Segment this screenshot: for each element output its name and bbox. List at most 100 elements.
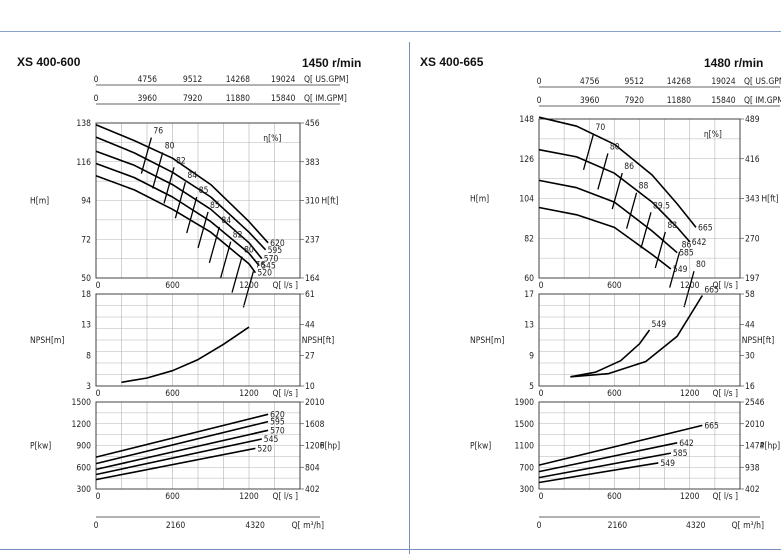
c1-efficiency-label: 70 [596,123,606,133]
c0-efficiency-iso-line [208,226,221,263]
c0-efficiency-label: 82 [233,231,243,241]
c0-power-curve-620 [95,413,269,458]
c0-efficiency-label: 76 [255,260,265,270]
c1-efficiency-iso-line [625,192,638,229]
c0-efficiency-iso-line [197,211,209,249]
c1-power-xunit: Q[ l/s ] [712,492,738,502]
c1-efficiency-iso-line [582,133,595,171]
c1-efficiency-label: 86 [624,162,634,172]
c1-top-axis-unit: Q[ US.GPM] [744,77,781,87]
c0-head-ytick: 138 [76,119,91,129]
c0-npsh-ylabel: NPSH[m] [30,336,64,346]
c0-power-curve-label: 620 [270,410,285,420]
c1-top-axis-tick: 15840 [711,96,735,106]
c1-power-rtick: 1474 [745,442,765,452]
c1-efficiency-label: 80 [610,142,620,152]
c0-top-axis-tick: 0 [94,94,99,104]
c1-efficiency-iso-line [597,153,609,190]
c1-efficiency-iso-line [654,231,666,269]
c0-power-ytick: 1500 [72,398,92,408]
c1-power-curve-label: 585 [673,449,688,459]
c0-efficiency-label: 76 [153,127,163,137]
c1-efficiency-label: 88 [667,221,677,231]
c1-npsh-curve-665 [570,295,703,378]
c0-head-xtick: 0 [96,281,101,291]
c0-top-axis-tick: 14268 [226,75,250,85]
c1-head-eta-label: η[%] [704,130,722,140]
c1-power-xtick: 1200 [680,492,700,502]
c0-npsh-rtick: 10 [305,382,315,392]
c1-head-rtick: 343 [745,195,760,205]
c0-efficiency-iso-line [242,271,255,308]
c0-npsh-xtick: 600 [165,389,180,399]
c1-npsh-ytick: 17 [524,290,534,300]
c1-bottom-axis-tick: 2160 [608,521,628,531]
c1-head-ylabel: H[m] [470,195,489,205]
c1-power-ytick: 300 [519,485,534,495]
c1-npsh-frame [538,293,741,387]
c1-power-ytick: 1900 [515,398,535,408]
c0-power-rtick: 1206 [305,442,325,452]
c0-efficiency-iso-line [231,256,243,293]
c1-top-axis-tick: 3960 [580,96,600,106]
c1-npsh-xtick: 0 [539,389,544,399]
c0-npsh-rtick: 44 [305,321,315,331]
c0-npsh-frame [95,293,301,387]
c0-head-curve-label: 570 [264,255,279,265]
c0-npsh-ytick: 18 [81,290,91,300]
c0-power-rtick: 2010 [305,398,325,408]
c1-npsh-xtick: 600 [607,389,622,399]
c1-npsh-curve-label: 549 [652,320,667,330]
c0-power-ytick: 600 [76,463,91,473]
c1-head-curve-label: 642 [692,238,707,248]
c0-npsh-ytick: 13 [81,321,91,331]
c1-power-curve-665 [538,424,703,466]
c0-bottom-axis-tick: 4320 [245,521,265,531]
c0-power-xunit: Q[ l/s ] [272,492,298,502]
c0-power-rtick: 402 [305,485,320,495]
c0-top-axis-tick: 15840 [271,94,295,104]
c0-power-curve-595 [95,420,269,465]
c0-npsh-xtick: 0 [96,389,101,399]
c0-power-curve-520 [95,447,256,481]
c1-head-curve-label: 665 [698,223,713,233]
c1-head-curve-585 [538,179,678,254]
c0-head-ytick: 72 [81,235,91,245]
model-title-right: XS 400-665 [420,55,484,69]
c0-npsh-rtick: 61 [305,290,315,300]
c0-top-axis-tick: 0 [94,75,99,85]
c1-power-xtick: 0 [539,492,544,502]
top-rule [0,31,781,32]
c0-head-rtick: 237 [305,235,320,245]
c1-efficiency-label: 89.5 [653,201,670,211]
c1-power-curve-label: 549 [660,459,675,469]
c1-power-curve-label: 642 [679,439,694,449]
c1-npsh-rtick: 44 [745,321,755,331]
c0-top-axis-unit: Q[ IM.GPM] [304,94,347,104]
c0-efficiency-iso-line [152,152,164,189]
c0-npsh-ytick: 3 [86,382,91,392]
c1-head-ytick: 126 [519,155,534,165]
c0-top-axis-tick: 9512 [183,75,203,85]
c1-head-curve-label: 585 [679,249,694,259]
c0-power-xtick: 1200 [239,492,259,502]
c1-efficiency-iso-line [640,212,652,249]
c0-power-rtick: 1608 [305,420,325,430]
c1-npsh-rtick: 58 [745,290,755,300]
c1-top-axis-tick: 7920 [625,96,645,106]
c0-head-ylabel: H[m] [30,197,49,207]
c1-efficiency-iso-line [669,251,681,288]
c0-efficiency-iso-line [186,196,198,234]
panel-divider [409,42,410,554]
c1-head-curve-642 [538,148,691,243]
c1-head-rtick: 197 [745,274,760,284]
c1-power-ytick: 700 [519,463,534,473]
c0-head-rtick: 383 [305,158,320,168]
c1-top-axis-tick: 9512 [625,77,645,87]
c1-top-axis-tick: 14268 [667,77,691,87]
c0-power-xtick: 0 [96,492,101,502]
c1-npsh-ytick: 9 [529,351,534,361]
c1-power-curve-549 [538,462,659,484]
c0-head-curve-570 [95,150,263,260]
c0-head-xtick: 600 [165,281,180,291]
